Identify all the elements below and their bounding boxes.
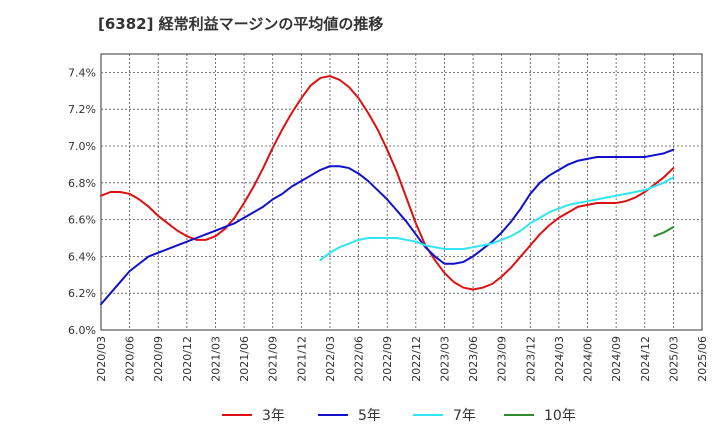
y-tick-label: 7.4%: [68, 66, 96, 79]
legend-label: 7年: [453, 408, 476, 424]
x-tick-label: 2024/09: [610, 336, 623, 382]
legend-label: 10年: [544, 408, 576, 424]
x-tick-label: 2021/03: [209, 336, 222, 382]
plot-area: [100, 53, 703, 331]
x-tick-label: 2021/06: [238, 336, 251, 382]
y-tick-label: 6.6%: [68, 214, 96, 227]
x-tick-label: 2023/09: [496, 336, 509, 382]
x-tick-label: 2020/03: [95, 336, 108, 382]
series-lines: [100, 75, 675, 306]
series-line: [100, 75, 675, 291]
legend: 3年 5年 7年 10年: [222, 408, 576, 424]
x-tick-label: 2020/06: [124, 336, 137, 382]
y-tick-label: 6.0%: [68, 324, 96, 337]
x-tick-label: 2023/03: [438, 336, 451, 382]
chart-title: [6382] 経常利益マージンの平均値の推移: [98, 15, 383, 33]
series-line: [653, 225, 675, 238]
y-tick-label: 7.0%: [68, 140, 96, 153]
legend-label: 5年: [358, 408, 381, 424]
x-tick-label: 2023/12: [524, 336, 537, 382]
x-tick-label: 2022/03: [324, 336, 337, 382]
y-tick-label: 6.8%: [68, 177, 96, 190]
y-tick-label: 7.2%: [68, 103, 96, 116]
x-tick-label: 2022/06: [353, 336, 366, 382]
x-tick-label: 2021/12: [295, 336, 308, 382]
x-tick-label: 2022/09: [381, 336, 394, 382]
x-tick-label: 2020/12: [181, 336, 194, 382]
legend-label: 3年: [262, 408, 285, 424]
y-axis-ticks: 6.0% 6.2% 6.4% 6.6% 6.8% 7.0% 7.2% 7.4%: [68, 66, 96, 337]
x-tick-label: 2024/06: [582, 336, 595, 382]
x-tick-label: 2021/09: [267, 336, 280, 382]
x-tick-label: 2025/03: [667, 336, 680, 382]
x-tick-label: 2020/09: [152, 336, 165, 382]
y-tick-label: 6.2%: [68, 287, 96, 300]
series-line: [100, 148, 675, 306]
x-tick-label: 2024/03: [553, 336, 566, 382]
x-tick-label: 2023/06: [467, 336, 480, 382]
y-tick-label: 6.4%: [68, 250, 96, 263]
series-line: [319, 176, 675, 262]
x-tick-label: 2022/12: [410, 336, 423, 382]
x-tick-label: 2024/12: [639, 336, 652, 382]
x-axis-ticks: 2020/03 2020/06 2020/09 2020/12 2021/03 2021/…: [95, 336, 709, 382]
x-tick-label: 2025/06: [696, 336, 709, 382]
grid-lines: [101, 54, 702, 330]
